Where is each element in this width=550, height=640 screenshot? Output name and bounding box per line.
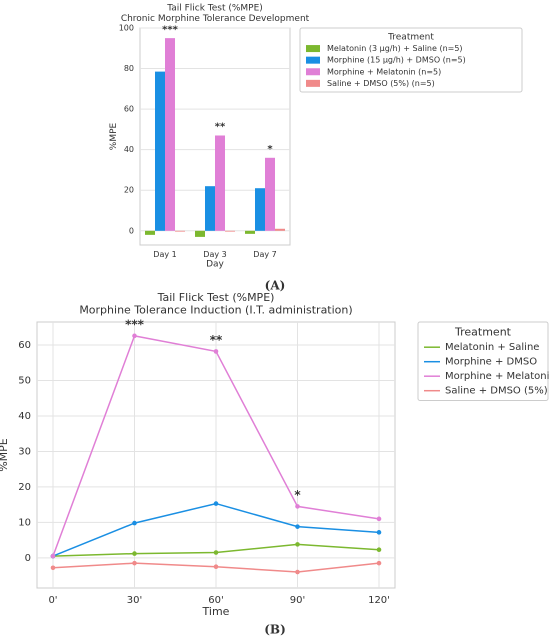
point: [295, 542, 300, 547]
caption: (A): [265, 279, 286, 293]
y-axis-label: %MPE: [0, 438, 10, 472]
x-tick-label: 120': [368, 595, 390, 606]
chart-title: Tail Flick Test (%MPE): [157, 291, 275, 304]
point: [376, 560, 382, 566]
bar: [225, 230, 235, 232]
chart-title: Tail Flick Test (%MPE): [166, 4, 263, 14]
legend-label: Morphine + Melatonin: [445, 371, 550, 382]
x-tick-label: 30': [127, 595, 142, 606]
y-tick-label: 50: [18, 376, 31, 387]
x-tick-label: Day 7: [253, 250, 276, 259]
point: [295, 569, 300, 575]
legend-label: Melatonin (3 μg/h) + Saline (n=5): [327, 44, 463, 53]
annotation: *: [267, 144, 273, 155]
y-tick-label: 80: [124, 64, 134, 73]
legend-box: [299, 27, 523, 93]
caption: (B): [264, 623, 286, 637]
legend-label: Morphine + DMSO: [445, 357, 537, 368]
y-axis-label: %MPE: [109, 122, 119, 150]
bar: [205, 186, 215, 231]
legend-box: [417, 321, 549, 401]
point: [213, 349, 219, 354]
legend-swatch: [306, 45, 320, 53]
x-tick-label: 0': [48, 595, 57, 606]
legend-label: Morphine (15 μg/h) + DMSO (n=5): [327, 56, 466, 65]
point: [376, 547, 382, 552]
point: [132, 560, 137, 566]
legend-swatch: [306, 79, 320, 87]
bar: [155, 71, 165, 231]
bar: [165, 38, 175, 231]
legend-label: Saline + DMSO (5%): [445, 386, 548, 397]
legend-title: Treatment: [387, 32, 434, 42]
annotation: *: [294, 488, 301, 502]
point: [50, 553, 56, 559]
y-tick-label: 60: [18, 340, 31, 351]
legend-title: Treatment: [454, 326, 512, 339]
point: [132, 520, 137, 526]
y-tick-label: 40: [124, 145, 134, 154]
point: [132, 333, 137, 339]
legend-swatch: [306, 56, 320, 64]
chart-subtitle: Chronic Morphine Tolerance Development: [121, 14, 310, 24]
y-tick-label: 10: [18, 517, 31, 528]
annotation: ***: [162, 24, 178, 35]
point: [213, 564, 219, 570]
y-tick-label: 100: [119, 24, 134, 33]
legend-label: Melatonin + Saline: [445, 342, 539, 353]
legend-label: Morphine + Melatonin (n=5): [327, 67, 441, 76]
point: [213, 550, 219, 555]
bar: [275, 228, 285, 231]
x-tick-label: Day 3: [203, 250, 226, 259]
y-tick-label: 0: [25, 553, 31, 564]
point: [376, 516, 382, 522]
point: [213, 501, 219, 506]
x-tick-label: 60': [208, 595, 223, 606]
annotation: **: [215, 122, 226, 133]
y-tick-label: 40: [18, 411, 31, 422]
bar: [175, 230, 185, 232]
annotation: **: [210, 333, 223, 347]
point: [295, 524, 300, 529]
x-tick-label: 90': [290, 595, 305, 606]
y-tick-label: 20: [18, 482, 31, 493]
bar: [145, 230, 155, 235]
bar: [195, 230, 205, 237]
bar: [265, 157, 275, 231]
y-tick-label: 20: [124, 186, 134, 195]
x-axis-label: Day: [206, 260, 224, 270]
point: [50, 565, 56, 571]
point: [376, 530, 382, 535]
x-axis-label: Time: [202, 605, 230, 618]
y-tick-label: 30: [18, 446, 31, 457]
point: [132, 551, 137, 556]
y-tick-label: 60: [124, 105, 134, 114]
legend-label: Saline + DMSO (5%) (n=5): [327, 79, 435, 88]
bar: [255, 188, 265, 231]
x-tick-label: Day 1: [153, 250, 176, 259]
bar: [215, 135, 225, 231]
y-tick-label: 0: [129, 226, 134, 235]
bar: [245, 230, 255, 234]
annotation: ***: [125, 317, 145, 331]
chart-subtitle: Morphine Tolerance Induction (I.T. admin…: [79, 303, 352, 316]
legend-swatch: [306, 68, 320, 76]
point: [295, 504, 300, 509]
